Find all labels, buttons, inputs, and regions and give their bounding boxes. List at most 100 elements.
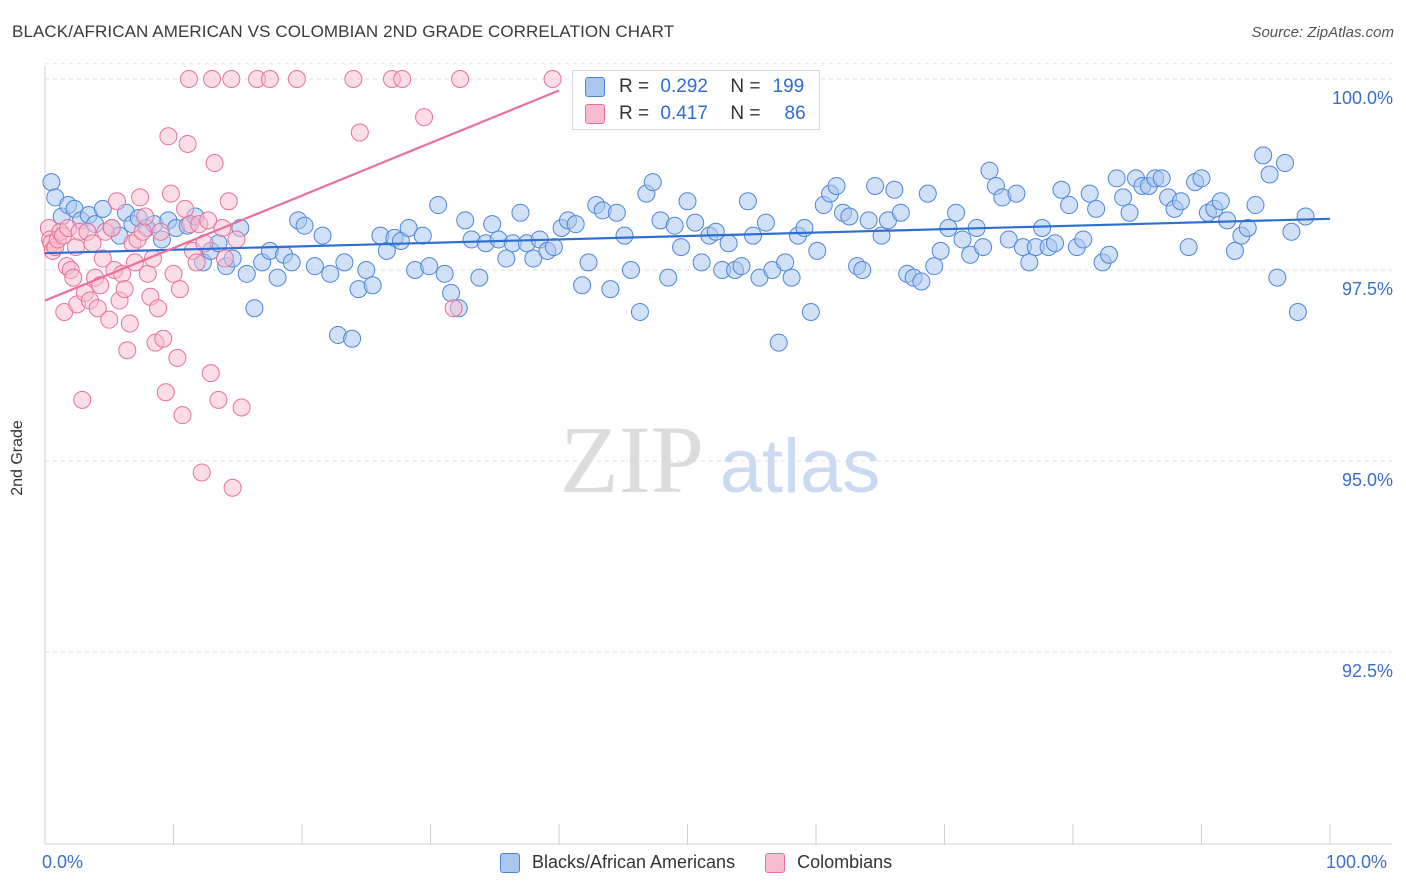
point-blacks xyxy=(321,264,340,283)
y-tick-label-2: 95.0% xyxy=(1341,470,1393,490)
point-blacks xyxy=(456,211,475,230)
point-blacks xyxy=(999,230,1018,249)
point-blacks xyxy=(859,211,878,230)
point-colombians xyxy=(223,478,242,497)
point-blacks xyxy=(245,299,264,318)
legend-swatch-pink xyxy=(765,852,786,873)
point-blacks xyxy=(607,203,626,222)
point-blacks xyxy=(1296,207,1315,226)
point-colombians xyxy=(136,207,155,226)
point-blacks xyxy=(686,213,705,232)
point-blacks xyxy=(42,173,61,192)
point-colombians xyxy=(161,184,180,203)
point-blacks xyxy=(885,180,904,199)
point-blacks xyxy=(399,218,418,237)
point-colombians xyxy=(178,134,197,153)
point-blacks xyxy=(497,249,516,268)
point-colombians xyxy=(199,211,218,230)
point-blacks xyxy=(866,176,885,195)
watermark: ZIP atlas xyxy=(560,406,880,513)
point-blacks xyxy=(1171,192,1190,211)
point-blacks xyxy=(1099,245,1118,264)
point-colombians xyxy=(107,192,126,211)
point-colombians xyxy=(173,406,192,425)
axes xyxy=(44,66,1392,845)
point-colombians xyxy=(232,398,251,417)
trend-lines xyxy=(44,89,1331,302)
legend-swatch-blue xyxy=(500,852,520,873)
point-blacks xyxy=(1020,253,1039,272)
gridlines xyxy=(45,63,1392,653)
point-blacks xyxy=(343,329,362,348)
stats-n-value: 199 xyxy=(772,76,805,97)
point-colombians xyxy=(100,310,119,329)
point-colombians xyxy=(287,70,306,88)
point-colombians xyxy=(88,299,107,318)
legend-label-blacks: Blacks/African Americans xyxy=(532,852,736,872)
point-blacks xyxy=(1152,169,1171,188)
point-blacks xyxy=(1107,169,1126,188)
point-colombians xyxy=(543,70,562,88)
point-colombians xyxy=(350,123,369,142)
point-blacks xyxy=(744,226,763,245)
point-colombians xyxy=(151,222,170,241)
point-blacks xyxy=(1225,241,1244,260)
legend-item-blacks[interactable]: Blacks/African Americans xyxy=(500,852,735,873)
stats-r-value: 0.417 xyxy=(660,103,708,124)
legend-label-colombians: Colombians xyxy=(797,852,893,872)
point-blacks xyxy=(579,253,598,272)
point-blacks xyxy=(808,241,827,260)
point-blacks xyxy=(980,161,999,180)
point-colombians xyxy=(120,314,139,333)
point-blacks xyxy=(93,199,112,218)
point-blacks xyxy=(782,268,801,287)
point-colombians xyxy=(156,383,175,402)
stats-swatch-pink xyxy=(585,104,605,124)
point-blacks xyxy=(429,196,448,215)
point-colombians xyxy=(170,280,189,299)
point-colombians xyxy=(168,348,187,367)
point-blacks xyxy=(738,192,757,211)
point-blacks xyxy=(601,280,620,299)
point-colombians xyxy=(227,230,246,249)
point-blacks xyxy=(1046,234,1065,253)
point-blacks xyxy=(566,215,585,234)
point-blacks xyxy=(573,276,592,295)
point-blacks xyxy=(483,215,502,234)
point-colombians xyxy=(393,70,412,88)
stats-row-colombians: R = 0.417 N = 86 xyxy=(585,102,806,126)
point-blacks xyxy=(524,249,543,268)
trend-line-blacks xyxy=(44,217,1331,255)
x-tick-label-0: 0.0% xyxy=(42,852,84,872)
point-colombians xyxy=(73,390,92,409)
point-colombians xyxy=(215,249,234,268)
point-blacks xyxy=(1192,169,1211,188)
point-blacks xyxy=(665,216,684,235)
stats-n-label: N = xyxy=(730,76,761,97)
point-blacks xyxy=(420,257,439,276)
point-blacks xyxy=(268,268,287,287)
series-colombians-points xyxy=(39,70,562,497)
point-blacks xyxy=(827,176,846,195)
stats-n-value: 86 xyxy=(784,103,806,124)
point-colombians xyxy=(415,108,434,127)
point-colombians xyxy=(164,264,183,283)
point-colombians xyxy=(115,280,134,299)
point-blacks xyxy=(853,261,872,279)
point-blacks xyxy=(621,261,640,279)
point-blacks xyxy=(305,257,324,276)
stats-swatch-blue xyxy=(585,77,605,97)
point-colombians xyxy=(102,218,121,237)
point-blacks xyxy=(1276,154,1295,173)
point-blacks xyxy=(1179,238,1198,257)
point-colombians xyxy=(201,364,220,383)
point-blacks xyxy=(544,238,563,257)
watermark-zip: ZIP xyxy=(560,406,704,513)
point-blacks xyxy=(615,226,634,245)
point-blacks xyxy=(1007,184,1026,203)
point-blacks xyxy=(912,272,931,291)
point-blacks xyxy=(719,234,738,253)
legend-item-colombians[interactable]: Colombians xyxy=(765,852,892,873)
point-blacks xyxy=(732,257,751,276)
